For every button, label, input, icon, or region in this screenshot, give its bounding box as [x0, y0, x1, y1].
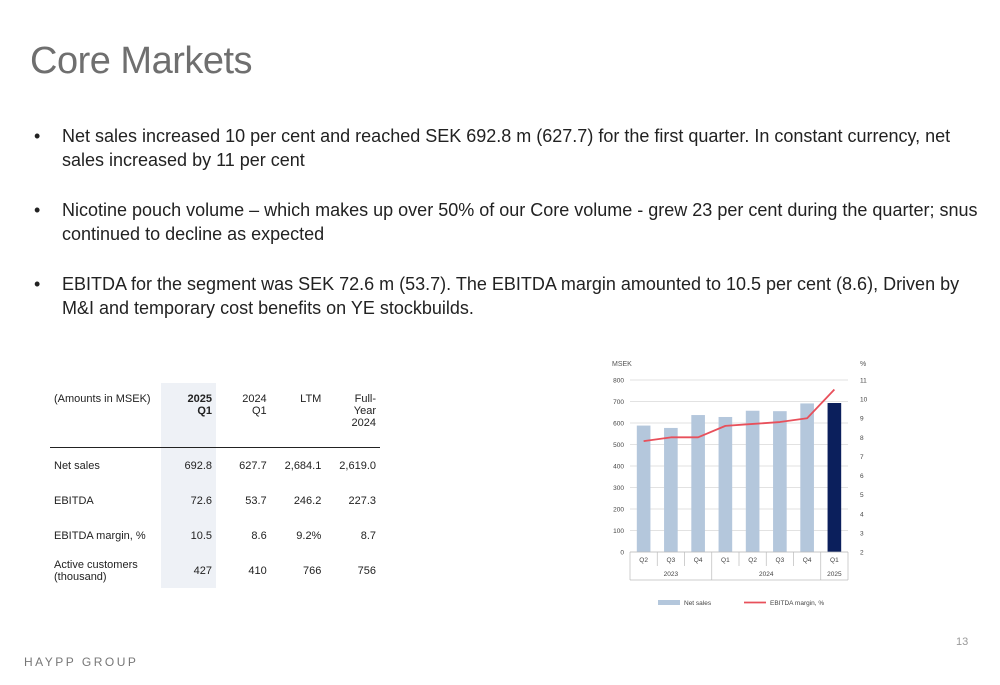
left-tick-label: 400: [613, 464, 624, 471]
table-cell: 9.2%: [296, 529, 322, 542]
table-cell: 8.6: [251, 529, 267, 542]
page-title: Core Markets: [30, 40, 253, 82]
right-tick-label: 4: [860, 511, 864, 518]
bullet-text: Net sales increased 10 per cent and reac…: [62, 126, 951, 170]
table-cell: 53.7: [245, 494, 267, 507]
column-header: Full- Year 2024: [351, 393, 376, 429]
right-axis-label: %: [860, 361, 866, 368]
column-header: 2025 Q1: [161, 383, 217, 448]
bullet-item: • Net sales increased 10 per cent and re…: [30, 124, 980, 172]
bar: [691, 415, 705, 552]
table-cell: 410: [248, 564, 267, 577]
column-header: (Amounts in MSEK): [54, 393, 151, 405]
table-cell: 246.2: [293, 494, 322, 507]
x-tick-label: Q3: [667, 557, 676, 564]
bar: [664, 427, 678, 552]
bar: [636, 425, 651, 552]
bullet-text: EBITDA for the segment was SEK 72.6 m (5…: [62, 274, 960, 318]
table-cell: 2,619.0: [339, 459, 376, 472]
bar: [827, 403, 842, 552]
legend-swatch-net-sales: [658, 600, 680, 605]
bar: [800, 403, 814, 552]
table-cell: 8.7: [360, 529, 376, 542]
bullet-item: • EBITDA for the segment was SEK 72.6 m …: [30, 272, 980, 320]
brand-logo-text: HAYPP GROUP: [24, 655, 139, 669]
x-tick-label: Q1: [830, 557, 839, 564]
right-tick-label: 9: [860, 416, 864, 423]
right-tick-label: 8: [860, 435, 864, 442]
table-cell: 766: [302, 564, 322, 577]
table-row: Net sales 692.8 627.7 2,684.1 2,619.0: [50, 447, 380, 483]
right-tick-label: 5: [860, 492, 864, 499]
right-tick-label: 3: [860, 530, 864, 537]
left-tick-label: 100: [613, 528, 624, 535]
right-tick-label: 6: [860, 473, 864, 480]
table-cell: 2,684.1: [284, 459, 322, 472]
left-tick-label: 300: [613, 485, 624, 492]
chart-svg: MSEK % 0 100 200 300 400 500 600 700 800 2 3 4 5 6 7 8 9 10…: [612, 361, 868, 607]
x-tick-label: Q1: [721, 557, 730, 564]
table-body: Net sales 692.8 627.7 2,684.1 2,619.0 EBITDA 7…: [50, 447, 380, 588]
year-group-label: 2025: [827, 571, 842, 578]
left-tick-label: 500: [613, 442, 624, 449]
bar: [773, 411, 787, 552]
bar: [718, 416, 733, 552]
year-group-label: 2023: [664, 571, 679, 578]
x-tick-label: Q4: [694, 557, 703, 564]
bullet-marker: •: [34, 200, 41, 220]
table-row: EBITDA margin, % 10.5 8.6 9.2% 8.7: [50, 518, 380, 553]
table-cell: 227.3: [348, 494, 376, 507]
page-number: 13: [956, 636, 969, 648]
table-cell: 692.8: [161, 447, 217, 483]
table-cell: 627.7: [239, 459, 267, 472]
right-tick-label: 2: [860, 550, 864, 557]
bullet-marker: •: [34, 126, 41, 146]
financials-table: (Amounts in MSEK) 2025 Q1 2024 Q1 LTM Full…: [50, 383, 380, 588]
bullet-item: • Nicotine pouch volume – which makes up…: [30, 198, 980, 246]
bar: [745, 410, 760, 552]
table-cell: 72.6: [161, 483, 217, 518]
x-tick-label: Q4: [803, 557, 812, 564]
row-label: Active customers (thousand): [54, 558, 138, 583]
legend-label-ebitda-margin: EBITDA margin, %: [770, 600, 824, 607]
column-header: 2024 Q1: [242, 393, 267, 417]
ebitda-margin-line: [643, 388, 836, 443]
table-row: Active customers (thousand) 427 410 766 756: [50, 553, 380, 588]
left-tick-label: 800: [613, 378, 624, 385]
left-axis-label: MSEK: [612, 361, 632, 368]
x-tick-label: Q3: [776, 557, 785, 564]
bullet-marker: •: [34, 274, 41, 294]
table-cell: 10.5: [161, 518, 217, 553]
left-tick-label: 600: [613, 421, 624, 428]
year-group-label: 2024: [759, 571, 774, 578]
row-label: Net sales: [54, 459, 100, 472]
bullet-text: Nicotine pouch volume – which makes up o…: [62, 200, 978, 244]
left-tick-label: 700: [613, 399, 624, 406]
net-sales-chart: MSEK% 0 100 200 300 400 500 600 700 800 2 3 4 5 6 7 8 9 10…: [598, 352, 880, 614]
right-tick-label: 10: [860, 397, 868, 404]
left-tick-label: 0: [620, 550, 624, 557]
right-tick-label: 7: [860, 454, 864, 461]
legend-label-net-sales: Net sales: [684, 600, 712, 607]
row-label: EBITDA: [54, 494, 94, 507]
bullet-list: • Net sales increased 10 per cent and re…: [30, 124, 980, 346]
table-cell: 756: [357, 564, 376, 577]
column-header: LTM: [300, 393, 322, 405]
table-cell: 427: [161, 553, 217, 588]
row-label: EBITDA margin, %: [54, 529, 146, 542]
table-row: EBITDA 72.6 53.7 246.2 227.3: [50, 483, 380, 518]
x-tick-label: Q2: [639, 557, 648, 564]
x-tick-label: Q2: [748, 557, 757, 564]
left-tick-label: 200: [613, 507, 624, 514]
financials-table-container: (Amounts in MSEK) 2025 Q1 2024 Q1 LTM Full…: [50, 383, 380, 588]
table-header-row: (Amounts in MSEK) 2025 Q1 2024 Q1 LTM Full…: [50, 383, 380, 448]
right-tick-label: 11: [860, 378, 867, 385]
